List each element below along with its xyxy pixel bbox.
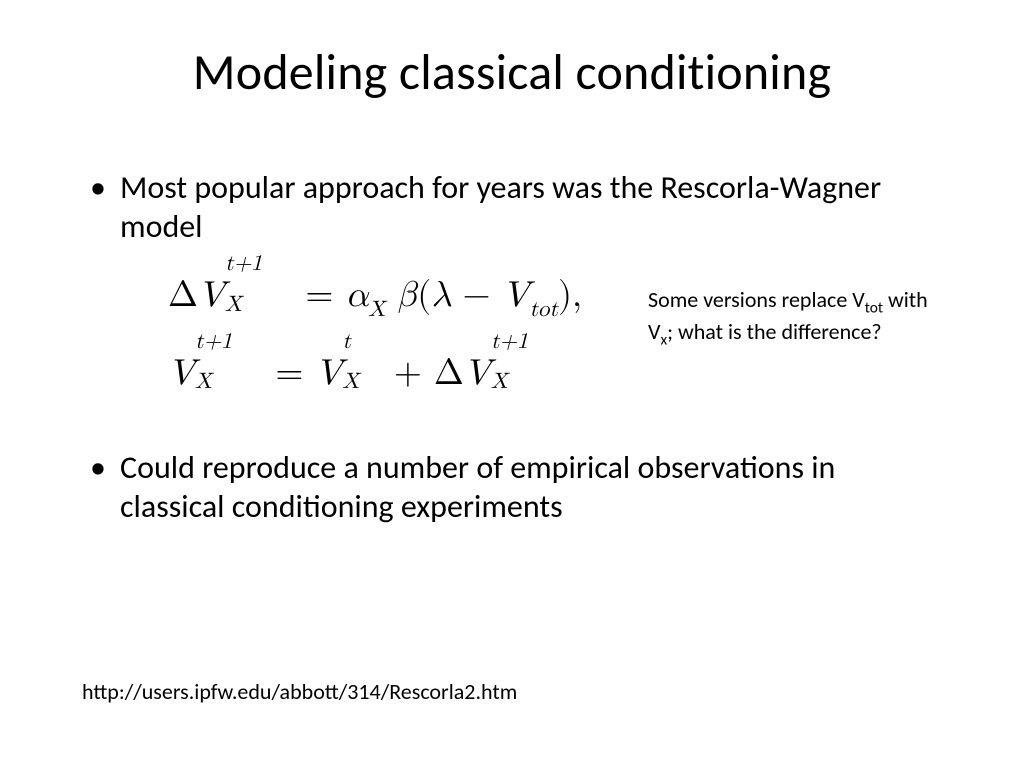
subsup-X-t: Xt [342,348,382,384]
delta-symbol-2: Δ [434,355,464,391]
note-pre: Some versions replace V [648,286,865,313]
equals-1: = [293,277,345,313]
var-V2-eq2: V [315,355,342,391]
beta-symbol: β [397,277,417,313]
sup-t: t [342,331,351,353]
bullet-list-2: Could reproduce a number of empirical ob… [84,448,944,526]
paren-close: ), [558,277,582,313]
subsup-X-t1b: Xt+1 [491,348,559,384]
sub-X-eq2: X [195,371,212,393]
note-sub-tot: tot [865,298,883,317]
sup-t1b: t+1 [491,331,528,353]
slide: Modeling classical conditioning Most pop… [0,0,1024,768]
note-post: ; what is the difference? [667,318,881,345]
second-bullet-area: Could reproduce a number of empirical ob… [84,448,944,538]
alpha-symbol: α [345,277,368,313]
var-V3: V [464,355,491,391]
side-note: Some versions replace Vtot with Vx; what… [648,286,934,349]
bullet-1: Most popular approach for years was the … [84,168,944,246]
equals-2: = [263,355,315,391]
sub-X2: X [342,371,359,393]
sup-t1: t+1 [225,253,262,275]
equation-block: ΔVXt+1 = αX β(λ − Vtot), VXt+1 = VXt + Δ… [168,270,582,391]
sub-tot: tot [529,299,558,321]
subsup-X-t1-eq2: Xt+1 [195,348,263,384]
sup-t1-eq2: t+1 [195,331,232,353]
sub-X: X [225,294,242,316]
bullet-list: Most popular approach for years was the … [84,168,944,246]
var-V: V [198,277,225,313]
space [385,277,397,313]
plus: + [382,355,434,391]
minus: − [451,277,503,313]
alpha-sub: X [368,299,385,321]
equation-1: ΔVXt+1 = αX β(λ − Vtot), [168,270,582,320]
bullet-2: Could reproduce a number of empirical ob… [84,448,944,526]
equation-2: VXt+1 = VXt + ΔVXt+1 [168,348,582,391]
var-V2: V [502,277,529,313]
lambda-symbol: λ [431,277,450,313]
footer-url: http://users.ipfw.edu/abbott/314/Rescorl… [82,678,517,705]
var-V-eq2: V [168,355,195,391]
sub-X3: X [491,371,508,393]
delta-symbol: Δ [168,277,198,313]
body-area: Most popular approach for years was the … [84,168,944,258]
subsup-X-t1: Xt+1 [225,270,293,306]
slide-title: Modeling classical conditioning [0,42,1024,103]
paren-open: ( [417,277,431,313]
